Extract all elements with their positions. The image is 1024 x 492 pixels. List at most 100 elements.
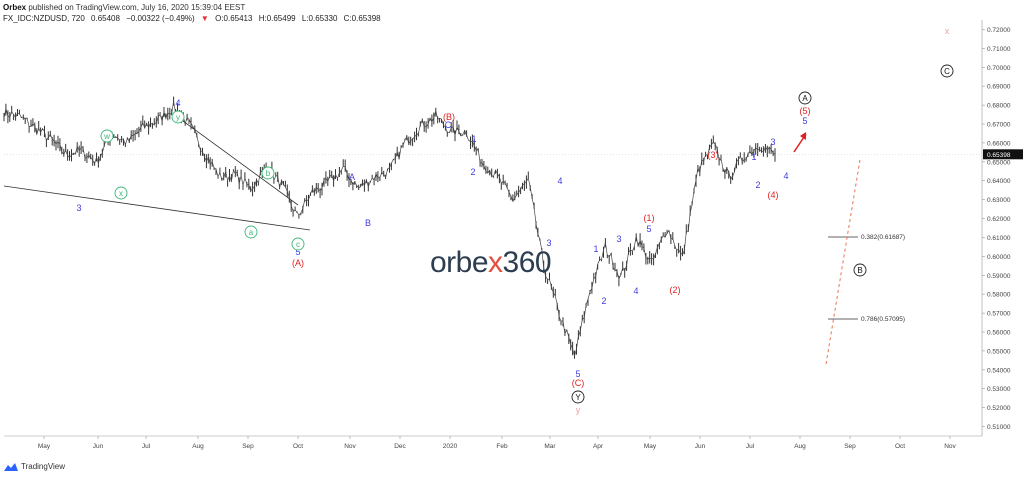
wave-label: y (576, 405, 581, 415)
last-price-label: 0.65398 (987, 152, 1011, 159)
y-tick-label: 0.71000 (987, 46, 1011, 53)
y-tick-label: 0.55000 (987, 348, 1011, 355)
down-arrow-icon: ▼ (200, 14, 209, 23)
x-tick-label: Nov (344, 443, 356, 450)
x-tick-label: Sep (844, 443, 856, 450)
orbex-watermark-logo: orbex360 (430, 246, 552, 280)
trendline-upper (182, 120, 299, 206)
y-tick-label: 0.63000 (987, 197, 1011, 204)
watermark-text-x: x (488, 246, 503, 279)
y-tick-label: 0.59000 (987, 273, 1011, 280)
arrow-head-icon (800, 132, 806, 140)
y-tick-label: 0.70000 (987, 65, 1011, 72)
y-tick-label: 0.60000 (987, 254, 1011, 261)
y-tick-label: 0.58000 (987, 292, 1011, 299)
close-value: C:0.65398 (343, 14, 381, 23)
y-tick-label: 0.54000 (987, 367, 1011, 374)
x-tick-label: Apr (593, 443, 604, 450)
x-tick-label: Nov (944, 443, 956, 450)
x-tick-label: Dec (394, 443, 406, 450)
x-tick-label: Mar (544, 443, 556, 450)
wave-label: 5 (295, 247, 300, 257)
wave-label: 5 (646, 224, 651, 234)
y-tick-label: 0.52000 (987, 405, 1011, 412)
wave-label: 3 (616, 234, 621, 244)
tradingview-brand: TradingView (21, 462, 66, 471)
y-tick-label: 0.56000 (987, 330, 1011, 337)
y-tick-label: 0.68000 (987, 103, 1011, 110)
wave-circle-black (798, 91, 812, 105)
x-tick-label: Oct (293, 443, 303, 450)
high-value: H:0.65499 (258, 14, 296, 23)
wave-label: 3 (76, 203, 81, 213)
trendline-lower (3, 185, 311, 231)
y-tick-label: 0.64000 (987, 178, 1011, 185)
wave-label-green: c (296, 240, 300, 249)
wave-label: 1 (471, 134, 476, 144)
wave-label: 1 (593, 244, 598, 254)
wave-label-green: b (266, 169, 271, 178)
wave-label-green: x (119, 189, 123, 198)
tradingview-logo[interactable]: TradingView (4, 462, 65, 471)
chart-header: Orbex published on TradingView.com, July… (3, 2, 385, 24)
wave-label: 4 (175, 98, 180, 108)
wave-label: (1) (644, 213, 655, 223)
x-tick-label: May (38, 443, 51, 450)
wave-label: 3 (546, 238, 551, 248)
x-tick-label: Aug (794, 443, 806, 450)
tradingview-icon (4, 463, 18, 471)
wave-label: B (365, 218, 371, 228)
y-tick-label: 0.72000 (987, 27, 1011, 34)
wave-circle-black (853, 263, 867, 277)
y-tick-label: 0.62000 (987, 216, 1011, 223)
y-tick-label: 0.66000 (987, 140, 1011, 147)
low-value: L:0.65330 (301, 14, 338, 23)
price-series-line (3, 101, 776, 358)
wave-label: 2 (601, 296, 606, 306)
last-price-box (983, 149, 1023, 160)
wave-label: 5 (575, 369, 580, 379)
wave-label: 4 (783, 171, 788, 181)
y-tick-label: 0.67000 (987, 122, 1011, 129)
x-tick-label: Sep (242, 443, 254, 450)
wave-label: A (349, 172, 355, 182)
wave-label: 2 (755, 180, 760, 190)
wave-label-green: y (176, 113, 180, 122)
publisher-rest: published on TradingView.com, July 16, 2… (26, 3, 246, 12)
wave-label: 1 (751, 152, 756, 162)
wave-label: (B) (443, 112, 455, 122)
y-tick-label: 0.53000 (987, 386, 1011, 393)
projection-dashed-line (825, 159, 861, 365)
wave-circle-black (940, 64, 954, 78)
x-tick-label: 2020 (443, 443, 458, 450)
wave-label: (3) (708, 150, 719, 160)
wave-label: x (945, 26, 950, 36)
x-tick-label: Jul (142, 443, 151, 450)
x-tick-label: May (644, 443, 657, 450)
y-tick-label: 0.65000 (987, 159, 1011, 166)
wave-label: 2 (470, 167, 475, 177)
watermark-text-b: 360 (502, 246, 552, 279)
publisher-line: Orbex published on TradingView.com, July… (3, 2, 385, 13)
x-tick-label: Aug (192, 443, 204, 450)
fib-level-label: 0.382(0.61687) (861, 234, 905, 241)
wave-label: 4 (557, 176, 562, 186)
wave-label-black: C (944, 67, 950, 76)
wave-circle-green (171, 110, 185, 124)
y-tick-label: 0.57000 (987, 311, 1011, 318)
wave-label: 4 (633, 286, 638, 296)
wave-circle-green (114, 186, 128, 200)
x-tick-label: Feb (496, 443, 508, 450)
last-price: 0.65408 (91, 14, 120, 23)
fib-level-label: 0.786(0.57095) (861, 316, 905, 323)
ohlc-line: FX_IDC:NZDUSD, 720 0.65408 −0.00322 (−0.… (3, 13, 385, 24)
wave-label-black: A (802, 94, 808, 103)
wave-label: 3 (770, 137, 775, 147)
price-bars (3, 96, 776, 359)
wave-circle-green (100, 129, 114, 143)
x-tick-label: Jul (746, 443, 755, 450)
wave-label-green: a (249, 228, 254, 237)
wave-label: (5) (800, 106, 811, 116)
wave-label-black: B (857, 266, 862, 275)
